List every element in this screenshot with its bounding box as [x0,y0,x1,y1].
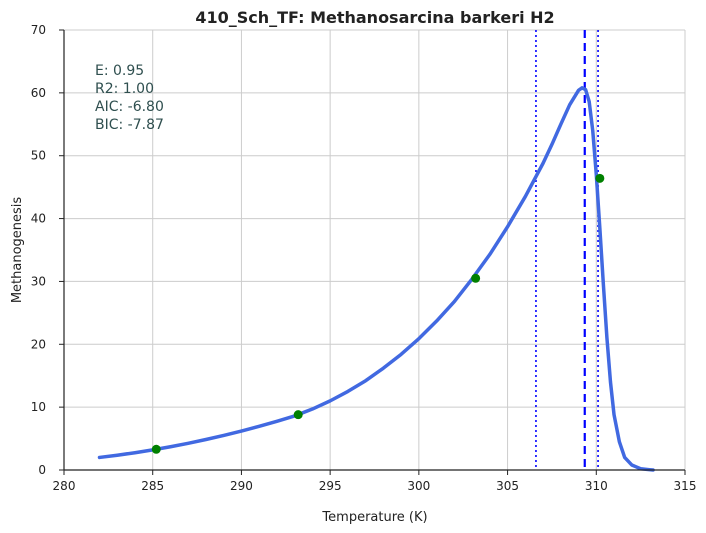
fit-statistics: E: 0.95 R2: 1.00 AIC: -6.80 BIC: -7.87 [95,63,164,133]
x-tick-label: 315 [674,479,697,493]
y-tick-label: 70 [31,23,46,37]
stat-r2: R2: 1.00 [95,81,154,97]
data-point [151,444,161,454]
data-point [471,273,481,283]
x-tick-label: 285 [141,479,164,493]
stat-aic: AIC: -6.80 [95,99,164,115]
y-tick-label: 30 [31,274,46,288]
data-points [151,173,605,454]
chart-title: 410_Sch_TF: Methanosarcina barkeri H2 [195,8,554,27]
reference-lines [535,30,599,470]
x-tick-label: 305 [496,479,519,493]
grid-lines [63,29,686,471]
fit-curve-layer [97,86,655,472]
y-tick-label: 50 [31,149,46,163]
stat-bic: BIC: -7.87 [95,117,164,133]
y-tick-label: 0 [38,463,46,477]
x-tick-label: 300 [407,479,430,493]
y-axis-label: Methanogenesis [10,197,25,304]
x-tick-label: 290 [230,479,253,493]
y-tick-labels: 0 10 20 30 40 50 60 70 [31,23,46,477]
y-tick-label: 40 [31,212,46,226]
y-tick-label: 20 [31,337,46,351]
x-tick-label: 295 [319,479,342,493]
x-tick-labels: 280 285 290 295 300 305 310 315 [53,479,697,493]
data-point [595,173,605,183]
stat-e: E: 0.95 [95,63,144,79]
x-tick-label: 280 [53,479,76,493]
x-tick-label: 310 [585,479,608,493]
axes [59,29,686,475]
x-axis-label: Temperature (K) [321,510,427,525]
data-point [293,410,303,420]
y-tick-label: 10 [31,400,46,414]
y-tick-label: 60 [31,86,46,100]
fit-curve [97,86,655,472]
